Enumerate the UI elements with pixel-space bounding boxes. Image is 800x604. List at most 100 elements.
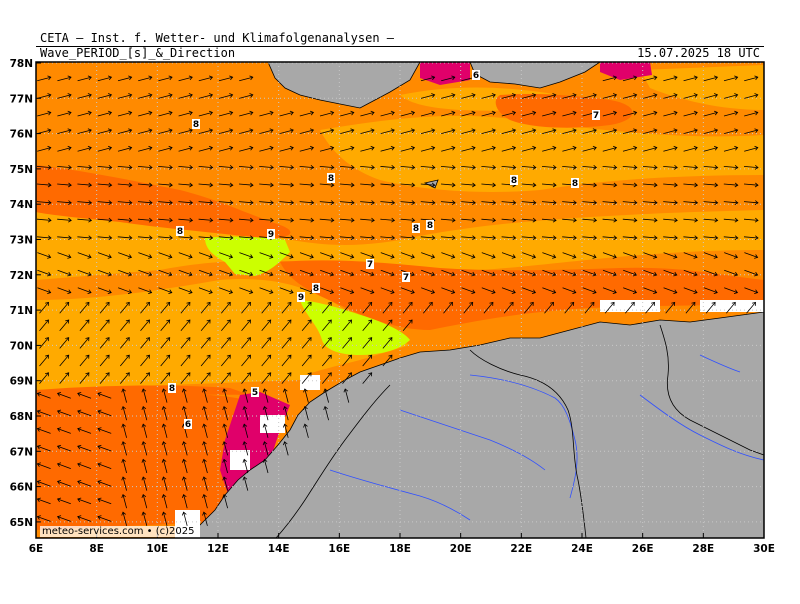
wave-direction-arrow <box>685 301 696 314</box>
wave-direction-arrow <box>279 217 295 223</box>
contour-label-bg <box>412 223 420 233</box>
wave-direction-arrow <box>421 269 436 277</box>
wave-direction-arrow <box>37 287 52 294</box>
wave-direction-arrow <box>343 388 350 403</box>
wave-direction-arrow <box>36 497 51 505</box>
lat-tick-label: 73N <box>10 235 33 247</box>
contour-label: 5 <box>252 388 258 398</box>
wave-direction-arrow <box>683 287 698 294</box>
wave-direction-arrow <box>622 145 638 152</box>
wave-direction-arrow <box>138 252 153 259</box>
wave-direction-arrow <box>501 145 517 152</box>
wave-direction-arrow <box>422 301 433 314</box>
wave-direction-arrow <box>663 200 678 205</box>
lat-tick-label: 72N <box>10 270 33 282</box>
wave-direction-arrow <box>178 93 193 99</box>
contour-label: 8 <box>572 179 578 189</box>
wave-direction-arrow <box>158 128 173 134</box>
wave-direction-arrow <box>261 372 272 384</box>
wave-direction-arrow <box>481 235 497 241</box>
wave-direction-arrow <box>703 252 718 259</box>
wave-direction-arrow <box>683 269 698 277</box>
wave-direction-arrow <box>299 235 315 241</box>
wave-direction-arrow <box>57 164 72 170</box>
wave-direction-arrow <box>56 497 71 505</box>
wave-direction-arrow <box>299 200 315 205</box>
wave-direction-arrow <box>219 287 234 294</box>
lat-tick-label: 71N <box>10 305 33 317</box>
river <box>699 354 741 373</box>
wave-direction-arrow <box>340 252 355 259</box>
wave-direction-arrow <box>643 287 658 294</box>
wave-direction-arrow <box>241 372 251 384</box>
wave-direction-arrow <box>481 252 496 259</box>
wave-direction-arrow <box>303 388 309 403</box>
wave-direction-arrow <box>281 372 292 384</box>
wave-direction-arrow <box>342 354 352 367</box>
wave-direction-arrow <box>219 269 234 277</box>
wave-direction-arrow <box>181 476 188 491</box>
wave-direction-arrow <box>77 409 92 417</box>
wave-direction-arrow <box>79 301 90 314</box>
wave-direction-arrow <box>180 354 191 367</box>
wave-direction-arrow <box>440 200 456 205</box>
wave-direction-arrow <box>683 164 699 170</box>
country-border <box>469 349 587 538</box>
wave-direction-arrow <box>77 287 92 294</box>
wave-direction-arrow <box>380 200 396 205</box>
wave-direction-arrow <box>56 427 71 434</box>
wave-direction-arrow <box>202 476 208 491</box>
wave-direction-arrow <box>501 217 517 223</box>
contour-label: 7 <box>403 273 409 283</box>
wave-direction-arrow <box>178 200 194 205</box>
wave-direction-arrow <box>121 405 127 421</box>
wave-direction-arrow <box>138 269 153 277</box>
wave-direction-arrow <box>238 182 254 188</box>
wave-direction-arrow <box>339 164 355 170</box>
wave-direction-arrow <box>218 145 234 152</box>
wave-direction-arrow <box>160 319 171 332</box>
wave-direction-arrow <box>319 200 335 205</box>
wave-direction-arrow <box>299 252 314 259</box>
wave-direction-arrow <box>602 200 618 205</box>
wave-direction-arrow <box>57 75 72 82</box>
wave-direction-arrow <box>481 128 496 134</box>
wave-direction-arrow <box>301 319 312 332</box>
lon-tick-label: 20E <box>450 543 472 555</box>
wave-direction-arrow <box>481 110 496 117</box>
wave-direction-arrow <box>141 388 148 403</box>
wave-direction-arrow <box>141 441 148 456</box>
wave-direction-arrow <box>380 269 395 277</box>
wave-direction-arrow <box>303 423 309 438</box>
wave-direction-arrow <box>340 145 355 152</box>
wave-direction-arrow <box>117 128 133 134</box>
wave-direction-arrow <box>643 252 658 259</box>
wave-direction-arrow <box>622 110 638 117</box>
wave-direction-arrow <box>461 110 476 117</box>
lon-tick-label: 22E <box>510 543 532 555</box>
wave-direction-arrow <box>158 287 173 294</box>
wave-direction-arrow <box>321 354 332 367</box>
wave-direction-arrow <box>382 337 393 349</box>
wave-direction-arrow <box>79 372 90 384</box>
wave-direction-arrow <box>663 287 678 294</box>
wave-direction-arrow <box>97 128 113 134</box>
wave-direction-arrow <box>77 182 93 188</box>
wave-direction-arrow <box>643 110 658 117</box>
wave-direction-arrow <box>299 128 315 134</box>
wave-direction-arrow <box>57 235 72 241</box>
wave-direction-arrow <box>582 164 598 170</box>
wave-direction-arrow <box>282 423 289 438</box>
wave-direction-arrow <box>97 444 112 452</box>
wave-direction-arrow <box>582 252 597 259</box>
wave-direction-arrow <box>622 217 638 223</box>
wave-direction-arrow <box>421 287 436 294</box>
wave-direction-arrow <box>119 319 130 332</box>
wave-direction-arrow <box>703 287 718 294</box>
wave-direction-arrow <box>97 269 112 277</box>
wave-direction-arrow <box>319 217 335 223</box>
wave-direction-arrow <box>119 337 130 349</box>
wave-direction-arrow <box>121 476 127 491</box>
lat-tick-label: 66N <box>10 482 33 494</box>
wave-direction-arrow <box>138 93 153 99</box>
